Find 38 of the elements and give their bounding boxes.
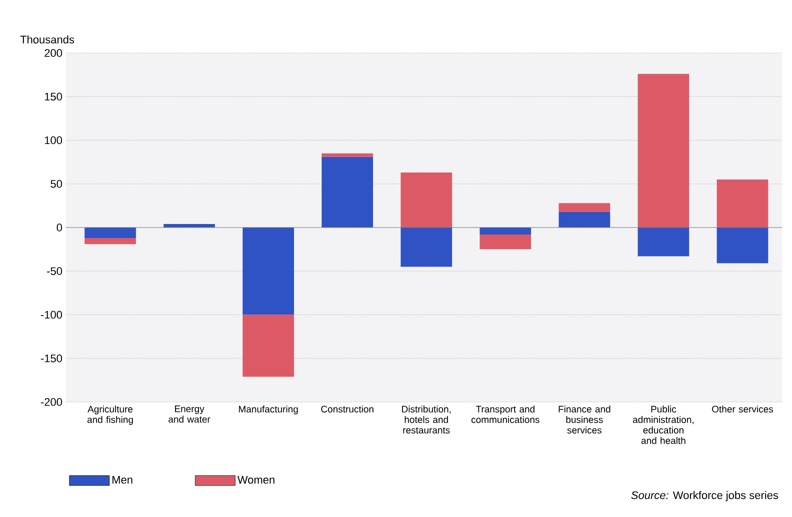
x-tick-label: Construction [321, 406, 374, 413]
y-tick-label: -100 [40, 310, 62, 319]
x-tick-label: Transport and communications [471, 406, 540, 424]
bar [400, 172, 452, 228]
bar [242, 314, 294, 377]
bar [84, 238, 136, 244]
bar [322, 156, 374, 228]
y-tick-label: -200 [40, 398, 62, 406]
legend-label: Men [112, 476, 132, 484]
x-tick-label: Manufacturing [239, 406, 298, 414]
x-tick-label: Other services [712, 406, 774, 413]
bar [716, 180, 768, 228]
x-tick-label: Agriculture and fishing [87, 406, 133, 425]
y-tick-label: 50 [50, 180, 62, 188]
bar [558, 212, 610, 228]
y-tick-label: -150 [40, 354, 62, 362]
bar [400, 228, 452, 267]
x-tick-label: Finance and business services [558, 406, 610, 434]
bar [716, 228, 768, 264]
text: Source: Workforce jobs series [631, 491, 778, 502]
x-tick-label: Public administration, education and health [632, 406, 694, 444]
x-tick-label: Distribution, hotels and restaurants [402, 406, 451, 434]
legend-label: Women [237, 476, 274, 484]
bar [558, 203, 610, 212]
bar [84, 228, 136, 238]
bar [242, 228, 294, 315]
bar [638, 228, 690, 256]
y-tick-label: 0 [56, 224, 62, 232]
bar [638, 74, 690, 228]
y-axis-title: Thousands [20, 35, 74, 44]
bar [480, 228, 532, 234]
bar [480, 234, 532, 250]
bar [322, 153, 374, 157]
y-tick-label: 200 [44, 49, 62, 57]
y-tick-label: 100 [44, 136, 62, 144]
x-tick-label: Energy and water [168, 406, 210, 423]
y-tick-label: -50 [47, 267, 62, 276]
y-tick-label: 150 [44, 92, 62, 101]
